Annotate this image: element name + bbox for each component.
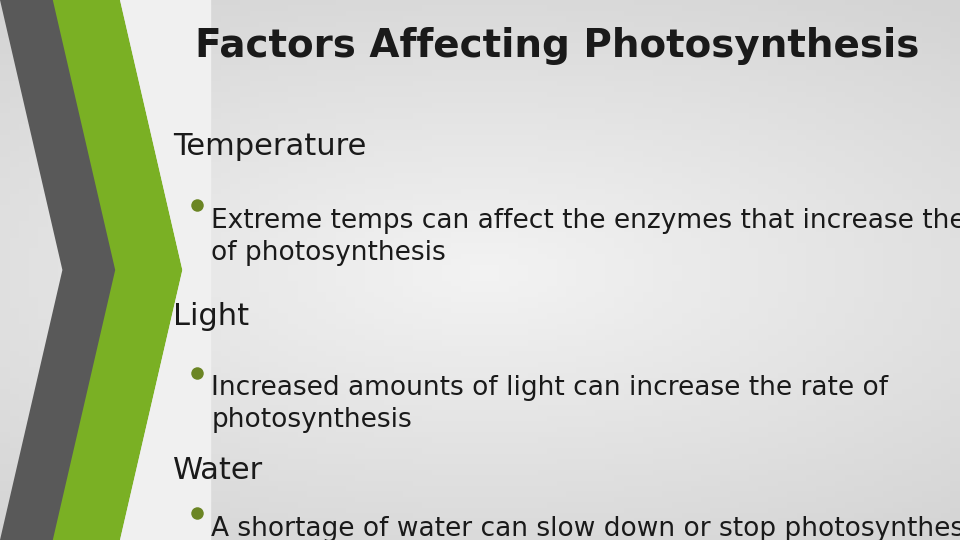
Text: Light: Light bbox=[173, 302, 249, 332]
Text: Extreme temps can affect the enzymes that increase the rate
of photosynthesis: Extreme temps can affect the enzymes tha… bbox=[211, 208, 960, 266]
Text: A shortage of water can slow down or stop photosynthesis: A shortage of water can slow down or sto… bbox=[211, 516, 960, 540]
Text: Temperature: Temperature bbox=[173, 132, 366, 161]
Text: Water: Water bbox=[173, 456, 263, 485]
Text: Factors Affecting Photosynthesis: Factors Affecting Photosynthesis bbox=[195, 27, 919, 65]
Polygon shape bbox=[120, 0, 211, 540]
Text: Increased amounts of light can increase the rate of
photosynthesis: Increased amounts of light can increase … bbox=[211, 375, 888, 433]
Polygon shape bbox=[0, 0, 149, 540]
Polygon shape bbox=[53, 0, 182, 540]
